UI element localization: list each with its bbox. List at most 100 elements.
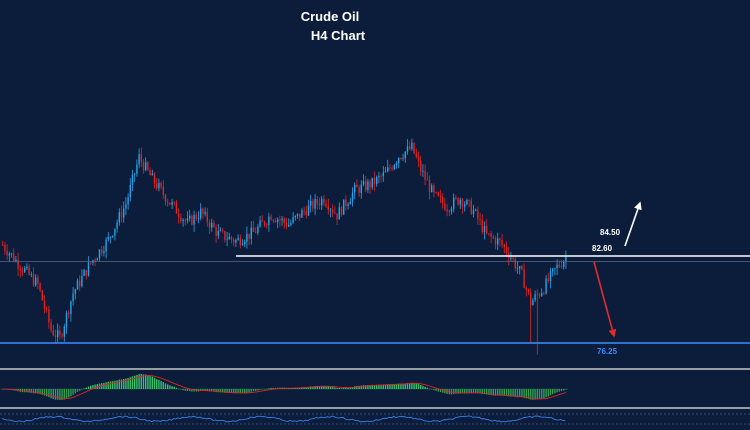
candle-body: [468, 200, 470, 201]
histogram-bar: [468, 389, 470, 393]
candle: [21, 267, 24, 276]
candle-body: [492, 236, 494, 239]
histogram-bar: [226, 389, 228, 393]
candle: [351, 187, 354, 207]
candle-body: [424, 170, 426, 180]
candle-body: [158, 182, 160, 189]
histogram-bar: [501, 389, 503, 396]
candle-body: [138, 154, 140, 165]
candle-body: [272, 219, 274, 221]
candle-body: [167, 201, 169, 203]
histogram-bar: [145, 374, 147, 389]
candle-body: [532, 300, 534, 306]
histogram-bar: [431, 389, 433, 390]
histogram-bar: [554, 389, 556, 394]
histogram-bar: [85, 387, 87, 389]
candle: [24, 266, 26, 274]
signal-line: [2, 375, 567, 400]
candle: [554, 267, 556, 276]
histogram-bar: [560, 389, 563, 392]
candle-body: [39, 283, 41, 291]
candle: [565, 250, 567, 269]
candle-body: [96, 258, 98, 261]
candle: [158, 178, 160, 192]
histogram-bar: [343, 387, 345, 389]
candle-body: [4, 245, 6, 251]
candle: [321, 196, 323, 211]
candle: [94, 257, 96, 267]
histogram-bar: [552, 389, 554, 395]
candle-body: [125, 204, 127, 209]
candle: [424, 164, 426, 186]
histogram-bar: [530, 389, 532, 400]
candle: [63, 323, 65, 342]
candle: [468, 199, 470, 208]
candle: [270, 214, 272, 221]
candle: [505, 241, 508, 258]
candle: [406, 139, 409, 155]
candle: [373, 171, 376, 192]
candle: [541, 288, 543, 297]
candle-body: [15, 259, 17, 262]
candle: [534, 290, 536, 303]
histogram-bar: [505, 389, 508, 397]
candle: [182, 218, 184, 227]
candle-body: [153, 173, 156, 184]
candle: [112, 235, 114, 239]
candle: [10, 252, 13, 258]
histogram-bar: [391, 384, 393, 389]
candle-body: [362, 181, 365, 185]
histogram-bar: [215, 389, 217, 393]
candle-body: [94, 260, 96, 261]
candle: [230, 235, 233, 244]
histogram-bar: [169, 385, 171, 389]
histogram-bar: [464, 389, 466, 394]
candle: [459, 197, 461, 209]
histogram-bar: [332, 387, 334, 389]
candle: [186, 211, 189, 224]
candle-body: [59, 330, 61, 336]
candle: [387, 159, 389, 173]
candle: [257, 223, 259, 236]
histogram-bar: [349, 387, 351, 389]
candle-body: [406, 146, 409, 152]
histogram-bar: [503, 389, 505, 396]
histogram-bar: [323, 385, 325, 389]
candle: [501, 233, 503, 249]
histogram-bar: [457, 389, 459, 394]
candle-body: [503, 244, 505, 247]
candle-body: [332, 209, 334, 213]
histogram-bar: [329, 386, 332, 389]
candle: [464, 201, 466, 212]
histogram-bar: [167, 384, 169, 389]
candle-body: [142, 161, 145, 171]
histogram-bar: [422, 385, 424, 389]
candle-body: [136, 164, 138, 174]
candle-body: [37, 277, 39, 284]
candle-body: [329, 209, 332, 211]
candle: [384, 167, 387, 173]
candle: [208, 219, 211, 234]
candle: [483, 221, 486, 240]
candle: [180, 213, 182, 224]
histogram-bar: [541, 389, 543, 399]
candle-body: [299, 213, 301, 218]
candle-body: [466, 200, 468, 205]
histogram-bar: [439, 389, 442, 392]
histogram-bar: [92, 385, 94, 389]
histogram-bar: [149, 375, 151, 389]
candle: [136, 159, 138, 177]
candle: [523, 263, 525, 289]
histogram-bar: [369, 385, 371, 389]
histogram-bar: [327, 386, 329, 389]
histogram-bar: [382, 384, 384, 389]
histogram-bar: [545, 389, 547, 398]
candle: [457, 197, 459, 206]
histogram-bar: [450, 389, 453, 395]
histogram-bar: [358, 385, 360, 389]
candle-body: [312, 200, 314, 209]
candle-body: [349, 201, 351, 205]
candle-body: [345, 199, 347, 206]
candle-body: [549, 271, 552, 281]
candle: [131, 169, 134, 192]
